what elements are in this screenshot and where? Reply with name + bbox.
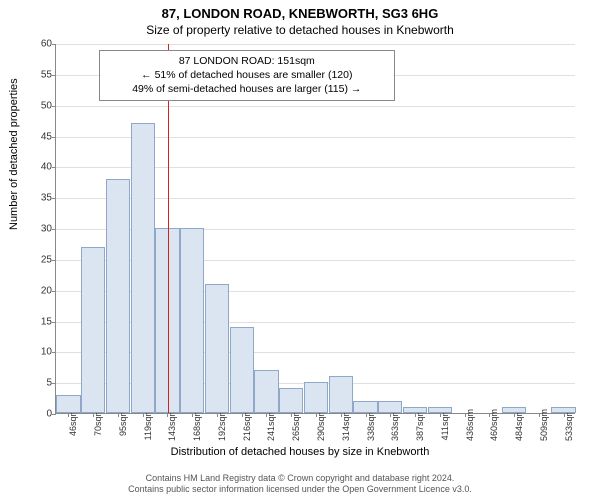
ytick-label: 5: [28, 378, 52, 389]
ytick-label: 10: [28, 347, 52, 358]
title-sub: Size of property relative to detached ho…: [0, 21, 600, 37]
xtick-label: 411sqm: [440, 409, 450, 440]
bar: [131, 123, 155, 413]
ytick-label: 50: [28, 100, 52, 111]
footer-line-2: Contains public sector information licen…: [0, 484, 600, 496]
ytick-label: 20: [28, 285, 52, 296]
bar: [254, 370, 278, 413]
ytick-label: 30: [28, 224, 52, 235]
bar: [551, 407, 575, 413]
info-box: 87 LONDON ROAD: 151sqm ← 51% of detached…: [99, 50, 395, 101]
footer-line-1: Contains HM Land Registry data © Crown c…: [0, 473, 600, 485]
ytick-label: 25: [28, 254, 52, 265]
xtick-label: 387sqm: [415, 409, 425, 441]
bar: [279, 388, 303, 413]
xtick-label: 314sqm: [341, 409, 351, 441]
x-axis-label: Distribution of detached houses by size …: [0, 446, 600, 458]
xtick-label: 338sqm: [366, 409, 376, 441]
xtick-label: 216sqm: [242, 409, 252, 441]
xtick-label: 484sqm: [514, 409, 524, 441]
ytick-label: 35: [28, 193, 52, 204]
bar: [205, 284, 229, 414]
ytick-label: 55: [28, 69, 52, 80]
xtick-label: 265sqm: [291, 409, 301, 441]
info-line-1: 87 LONDON ROAD: 151sqm: [108, 54, 386, 68]
info-line-2: ← 51% of detached houses are smaller (12…: [108, 68, 386, 82]
info-line-3: 49% of semi-detached houses are larger (…: [108, 82, 386, 96]
xtick-label: 436sqm: [465, 409, 475, 441]
chart-container: 87, LONDON ROAD, KNEBWORTH, SG3 6HG Size…: [0, 0, 600, 500]
ytick-label: 40: [28, 162, 52, 173]
ytick-label: 15: [28, 316, 52, 327]
xtick-label: 192sqm: [217, 409, 227, 441]
bar: [353, 401, 377, 413]
bar: [502, 407, 526, 413]
xtick-label: 363sqm: [390, 409, 400, 441]
xtick-label: 533sqm: [564, 409, 574, 441]
xtick-label: 241sqm: [266, 409, 276, 441]
ytick-label: 60: [28, 39, 52, 50]
ytick-label: 0: [28, 409, 52, 420]
xtick-label: 119sqm: [143, 409, 153, 440]
title-main: 87, LONDON ROAD, KNEBWORTH, SG3 6HG: [0, 0, 600, 21]
xtick-label: 290sqm: [316, 409, 326, 441]
xtick-label: 509sqm: [539, 409, 549, 441]
xtick-label: 95sqm: [118, 409, 128, 436]
bar: [428, 407, 452, 413]
bar: [378, 401, 402, 413]
xtick-label: 46sqm: [68, 409, 78, 436]
xtick-label: 70sqm: [93, 409, 103, 436]
ytick-label: 45: [28, 131, 52, 142]
bar: [329, 376, 353, 413]
bar: [106, 179, 130, 413]
bar: [81, 247, 105, 414]
bar: [230, 327, 254, 413]
bar: [56, 395, 80, 414]
bar: [180, 228, 204, 413]
ytick-mark: [52, 414, 56, 415]
xtick-label: 143sqm: [167, 409, 177, 441]
xtick-label: 168sqm: [192, 409, 202, 441]
bar: [403, 407, 427, 413]
y-axis-label: Number of detached properties: [8, 78, 20, 230]
plot-area: 05101520253035404550556046sqm70sqm95sqm1…: [55, 44, 575, 414]
footer: Contains HM Land Registry data © Crown c…: [0, 473, 600, 496]
xtick-label: 460sqm: [489, 409, 499, 441]
bar: [304, 382, 328, 413]
